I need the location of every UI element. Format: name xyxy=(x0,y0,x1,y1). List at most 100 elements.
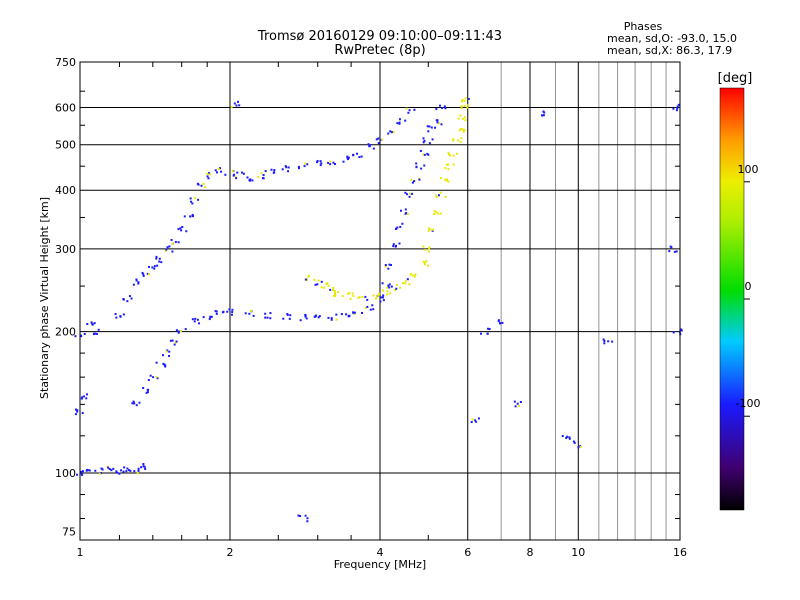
data-point xyxy=(460,105,463,108)
data-point xyxy=(455,152,458,155)
data-point xyxy=(215,312,218,315)
data-point xyxy=(436,119,439,122)
data-point xyxy=(206,175,209,178)
data-point xyxy=(410,178,413,181)
data-point xyxy=(382,294,385,297)
x-tick-label: 2 xyxy=(227,546,234,559)
data-point xyxy=(249,310,252,313)
data-point xyxy=(404,119,407,122)
data-point xyxy=(319,160,322,163)
data-point xyxy=(273,169,276,172)
y-tick-label: 600 xyxy=(55,102,76,115)
colorbar-tick-label: 0 xyxy=(745,280,752,293)
data-point xyxy=(169,339,172,342)
data-point xyxy=(422,141,425,144)
data-point xyxy=(164,249,167,252)
data-point xyxy=(140,466,143,469)
data-point xyxy=(162,362,165,365)
data-point xyxy=(262,174,265,177)
data-point xyxy=(427,264,430,267)
data-point xyxy=(327,316,330,319)
data-point xyxy=(513,400,516,403)
data-point xyxy=(246,176,249,179)
data-point xyxy=(459,127,462,130)
data-point xyxy=(115,316,118,319)
data-point xyxy=(669,245,672,248)
data-point xyxy=(81,412,84,415)
data-point xyxy=(114,313,117,316)
data-point xyxy=(467,97,470,100)
data-point xyxy=(444,178,447,181)
data-point xyxy=(191,202,194,205)
data-point xyxy=(206,172,209,175)
data-point xyxy=(413,108,416,111)
data-point xyxy=(440,123,443,126)
data-point xyxy=(208,318,211,321)
data-point xyxy=(242,172,245,175)
data-point xyxy=(353,312,356,315)
stats-heading: Phases xyxy=(624,20,663,33)
data-point xyxy=(230,106,233,109)
data-point xyxy=(349,297,352,300)
data-point xyxy=(390,285,393,288)
series-f2-layer-cluster xyxy=(114,107,416,319)
data-point xyxy=(125,470,128,473)
data-point xyxy=(83,332,86,335)
data-point xyxy=(337,291,340,294)
data-point xyxy=(329,160,332,163)
data-point xyxy=(519,401,522,404)
series-x-mode-trace xyxy=(304,97,470,301)
data-point xyxy=(145,391,148,394)
data-point xyxy=(107,466,110,469)
data-point xyxy=(306,517,309,520)
data-point xyxy=(184,328,187,331)
data-point xyxy=(332,289,335,292)
data-point xyxy=(131,402,134,405)
data-point xyxy=(156,377,159,380)
data-point xyxy=(452,154,455,157)
data-point xyxy=(366,298,369,301)
data-point xyxy=(477,417,480,420)
data-point xyxy=(289,314,292,317)
data-point xyxy=(431,138,434,141)
data-point xyxy=(565,436,568,439)
data-point xyxy=(100,467,103,470)
data-point xyxy=(123,466,126,469)
data-point xyxy=(326,282,329,285)
data-point xyxy=(448,154,451,157)
data-point xyxy=(435,108,438,111)
data-point xyxy=(408,283,411,286)
data-point xyxy=(303,165,306,168)
data-point xyxy=(264,316,267,319)
data-point xyxy=(470,421,473,424)
data-point xyxy=(464,97,467,100)
data-point xyxy=(458,129,461,132)
data-point xyxy=(464,119,467,122)
data-point xyxy=(514,405,517,408)
data-point xyxy=(334,163,337,166)
data-point xyxy=(408,195,411,198)
data-point xyxy=(137,281,140,284)
data-point xyxy=(431,228,434,231)
data-point xyxy=(235,177,238,180)
data-point xyxy=(466,106,469,109)
data-point xyxy=(74,408,77,411)
data-point xyxy=(191,318,194,321)
x-tick-label: 4 xyxy=(377,546,384,559)
data-point xyxy=(316,159,319,162)
data-point xyxy=(215,171,218,174)
data-point xyxy=(204,186,207,189)
data-point xyxy=(447,168,450,171)
data-point xyxy=(381,138,384,141)
data-point xyxy=(424,248,427,251)
data-point xyxy=(155,361,158,364)
data-point xyxy=(497,320,500,323)
data-point xyxy=(297,514,300,517)
data-point xyxy=(335,318,338,321)
data-point xyxy=(672,331,675,334)
data-point xyxy=(119,315,122,318)
data-point xyxy=(101,468,104,471)
data-point xyxy=(441,107,444,110)
data-point xyxy=(603,339,606,342)
data-point xyxy=(462,130,465,133)
